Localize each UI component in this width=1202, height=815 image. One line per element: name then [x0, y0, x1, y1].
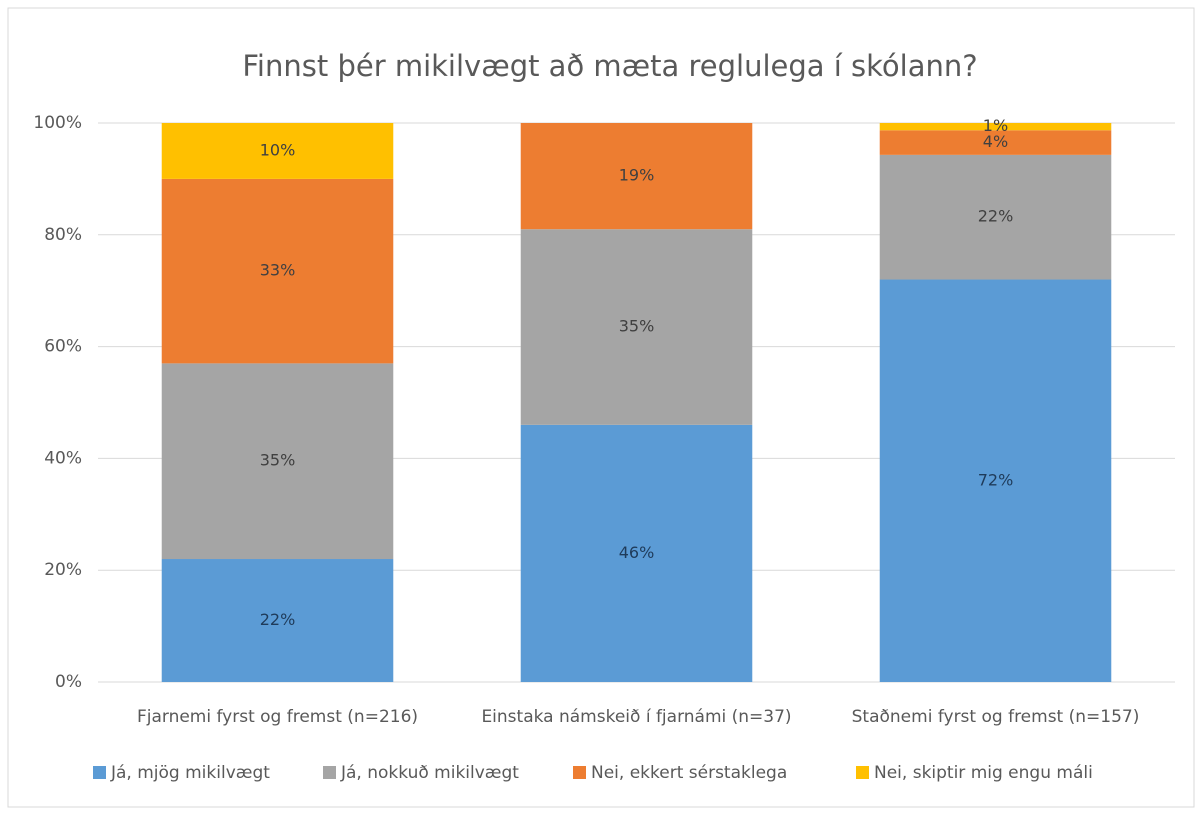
y-tick-label: 100%	[33, 113, 82, 133]
legend-swatch	[93, 766, 106, 779]
data-label: 22%	[978, 207, 1014, 226]
y-tick-label: 40%	[44, 448, 82, 468]
y-tick-label: 20%	[44, 560, 82, 580]
data-label: 46%	[619, 543, 655, 562]
data-label: 4%	[983, 132, 1008, 151]
y-tick-label: 80%	[44, 225, 82, 245]
bar-segment	[161, 559, 394, 682]
bar-segment	[161, 363, 394, 560]
bar-segment	[161, 178, 394, 364]
legend-label: Já, mjög mikilvægt	[110, 763, 270, 783]
bar-segment	[879, 123, 1112, 131]
bar-segment	[520, 123, 753, 230]
bar-segment	[879, 130, 1112, 155]
data-label: 22%	[260, 610, 296, 629]
legend-label: Nei, ekkert sérstaklega	[591, 763, 787, 783]
data-label: 35%	[260, 451, 296, 470]
y-tick-label: 0%	[55, 672, 82, 692]
bar-segment	[879, 279, 1112, 682]
x-tick-label: Einstaka námskeið í fjarnámi (n=37)	[481, 707, 791, 727]
data-label: 72%	[978, 470, 1014, 489]
data-label: 33%	[260, 261, 296, 280]
bar-segment	[161, 123, 394, 179]
data-label: 19%	[619, 166, 655, 185]
legend-label: Nei, skiptir mig engu máli	[874, 763, 1093, 783]
legend-swatch	[573, 766, 586, 779]
bar-segment	[520, 424, 753, 682]
bar-segment	[879, 154, 1112, 280]
y-tick-label: 60%	[44, 337, 82, 357]
data-label: 1%	[983, 116, 1008, 135]
legend-swatch	[323, 766, 336, 779]
data-label: 10%	[260, 140, 296, 159]
legend-label: Já, nokkuð mikilvægt	[340, 763, 519, 783]
data-label: 35%	[619, 317, 655, 336]
legend-swatch	[856, 766, 869, 779]
bar-segment	[520, 229, 753, 425]
x-tick-label: Staðnemi fyrst og fremst (n=157)	[852, 707, 1140, 727]
x-tick-label: Fjarnemi fyrst og fremst (n=216)	[137, 707, 418, 727]
chart-title: Finnst þér mikilvægt að mæta reglulega í…	[242, 49, 977, 83]
